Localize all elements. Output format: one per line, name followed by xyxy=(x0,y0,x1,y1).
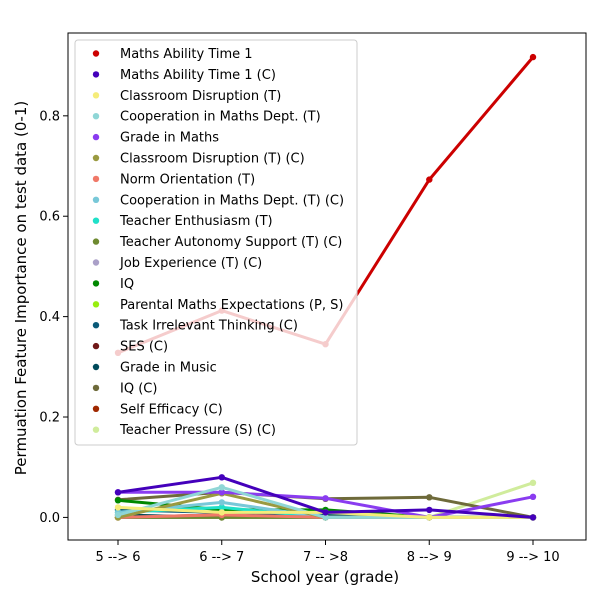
y-tick-label: 0.8 xyxy=(39,109,60,124)
legend-label: Teacher Pressure (S) (C) xyxy=(119,423,276,438)
data-point xyxy=(218,484,225,491)
legend-marker xyxy=(92,133,100,141)
y-tick-label: 0.4 xyxy=(39,310,60,325)
legend-item: Job Experience (T) (C) xyxy=(92,256,262,271)
legend-marker xyxy=(92,384,100,392)
plot-frame xyxy=(67,32,587,541)
data-point xyxy=(322,495,329,502)
legend-item: Teacher Enthusiasm (T) xyxy=(92,214,273,229)
legend-label: IQ (C) xyxy=(120,381,157,396)
data-point xyxy=(322,509,329,516)
legend-item: Norm Orientation (T) xyxy=(92,172,255,187)
legend-item: Teacher Pressure (S) (C) xyxy=(92,423,276,438)
legend-item: Self Efficacy (C) xyxy=(92,402,223,417)
legend-label: Classroom Disruption (T) xyxy=(120,89,281,104)
data-point xyxy=(426,176,433,183)
data-point xyxy=(218,474,225,481)
legend-label: Cooperation in Maths Dept. (T) xyxy=(120,110,321,125)
legend-label: Maths Ability Time 1 (C) xyxy=(120,68,276,83)
legend-marker xyxy=(92,175,100,183)
data-point xyxy=(426,506,433,514)
legend-label: Grade in Maths xyxy=(120,131,219,146)
data-point xyxy=(322,514,329,521)
data-point xyxy=(426,514,433,521)
legend-item: Task Irrelevant Thinking (C) xyxy=(92,319,298,334)
data-point xyxy=(529,53,537,61)
y-tick-label: 0.6 xyxy=(39,210,60,225)
legend-label: Grade in Music xyxy=(120,361,217,376)
legend: Maths Ability Time 1 Maths Ability Time 1… xyxy=(74,39,358,446)
legend-label: Norm Orientation (T) xyxy=(120,172,255,187)
y-tick-label: 0.0 xyxy=(39,511,60,526)
legend-box xyxy=(74,39,358,446)
legend-marker xyxy=(92,154,100,162)
legend-item: Cooperation in Maths Dept. (T) xyxy=(92,110,321,125)
legend-marker xyxy=(92,71,100,78)
data-point xyxy=(114,489,122,496)
legend-label: IQ xyxy=(120,277,134,292)
x-tick-label: 6 --> 7 xyxy=(199,550,244,565)
legend-label: Task Irrelevant Thinking (C) xyxy=(119,319,298,334)
x-tick-label: 9 --> 10 xyxy=(506,550,559,565)
legend-item: Parental Maths Expectations (P, S) xyxy=(92,298,343,313)
data-point xyxy=(218,509,225,516)
data-point xyxy=(218,489,225,496)
legend-item: Classroom Disruption (T) (C) xyxy=(92,152,305,167)
data-point xyxy=(218,504,225,511)
legend-item: IQ (C) xyxy=(92,381,157,396)
legend-item: Cooperation in Maths Dept. (T) (C) xyxy=(92,193,344,208)
data-point xyxy=(114,497,122,504)
legend-label: Teacher Enthusiasm (T) xyxy=(119,214,273,229)
legend-label: Job Experience (T) (C) xyxy=(119,256,262,271)
legend-marker xyxy=(92,259,100,266)
legend-label: Classroom Disruption (T) (C) xyxy=(120,152,305,167)
legend-marker xyxy=(92,92,100,99)
legend-item: IQ xyxy=(92,277,134,292)
x-tick-label: 7 -- >8 xyxy=(303,550,348,565)
y-axis-label: Permuation Feature Importance on test da… xyxy=(12,101,30,475)
legend-item: Maths Ability Time 1 xyxy=(92,47,253,62)
legend-item: Grade in Music xyxy=(92,361,217,376)
data-point xyxy=(529,493,537,500)
legend-marker xyxy=(92,280,100,287)
data-point xyxy=(529,479,537,486)
y-tick-label: 0.2 xyxy=(39,411,60,426)
series-lines xyxy=(114,53,537,521)
legend-marker xyxy=(92,113,100,120)
data-point xyxy=(218,499,225,506)
legend-marker xyxy=(92,301,100,308)
data-point xyxy=(114,511,122,519)
data-point xyxy=(114,504,122,511)
legend-label: Teacher Autonomy Support (T) (C) xyxy=(119,235,342,250)
legend-marker xyxy=(92,238,100,245)
data-point xyxy=(529,514,537,521)
legend-label: Self Efficacy (C) xyxy=(120,402,223,417)
legend-item: Grade in Maths xyxy=(92,131,219,146)
legend-marker xyxy=(92,196,100,203)
legend-item: Teacher Autonomy Support (T) (C) xyxy=(92,235,342,250)
legend-marker xyxy=(92,405,100,412)
x-tick-label: 5 --> 6 xyxy=(95,550,140,565)
legend-label: Cooperation in Maths Dept. (T) (C) xyxy=(120,193,344,208)
axes: 0.0 0.2 0.4 0.6 0.8 5 --> 6 6 --> 7 7 -- >8 8 --… xyxy=(39,32,587,565)
x-tick-label: 8 --> 9 xyxy=(407,550,452,565)
legend-marker xyxy=(92,50,100,57)
legend-label: Parental Maths Expectations (P, S) xyxy=(120,298,343,313)
legend-marker xyxy=(92,322,100,329)
x-axis-label: School year (grade) xyxy=(251,568,399,586)
series-1 xyxy=(114,474,537,521)
legend-marker xyxy=(92,342,100,350)
legend-item: Maths Ability Time 1 (C) xyxy=(92,68,276,83)
legend-marker xyxy=(92,363,100,371)
data-point xyxy=(426,494,433,501)
legend-label: Maths Ability Time 1 xyxy=(120,47,253,62)
legend-marker xyxy=(92,426,100,433)
legend-label: SES (C) xyxy=(120,340,168,355)
legend-item: Classroom Disruption (T) xyxy=(92,89,281,104)
legend-marker xyxy=(92,217,100,224)
legend-item: SES (C) xyxy=(92,340,168,355)
